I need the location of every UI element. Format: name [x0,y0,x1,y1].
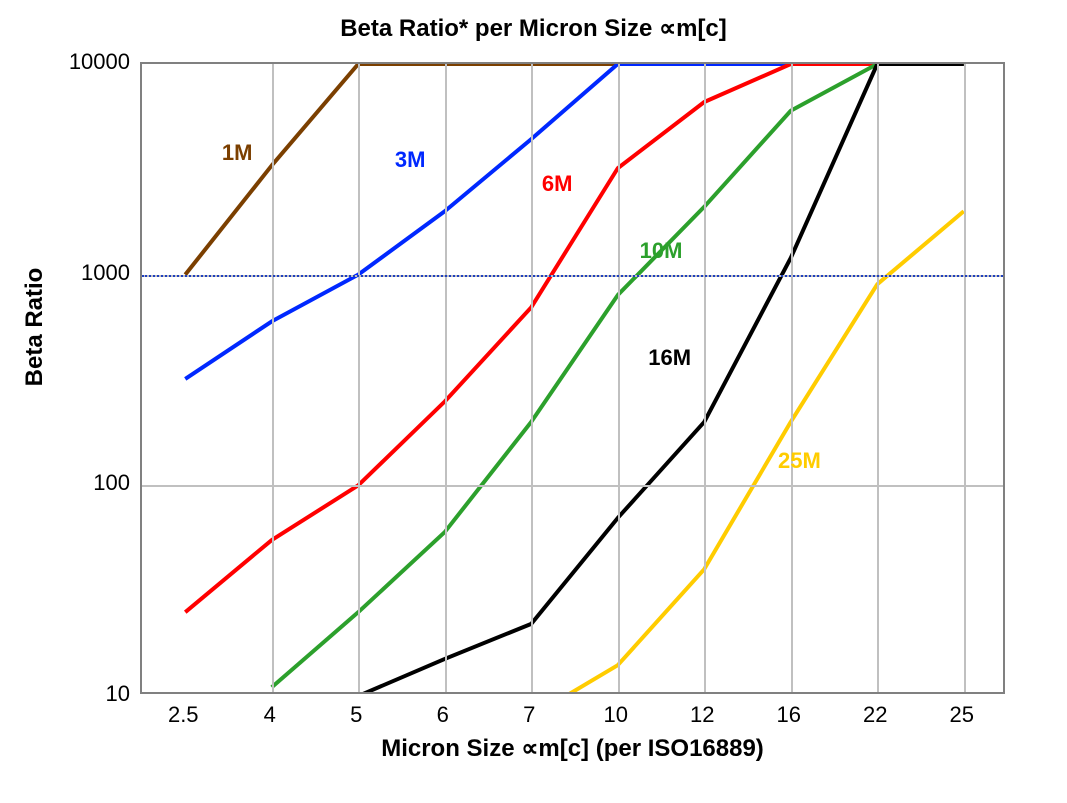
vgrid [964,64,966,692]
x-tick-label: 25 [950,702,974,728]
series-line-25M [566,211,964,692]
series-label-3M: 3M [395,147,426,173]
vgrid [531,64,533,692]
vgrid [618,64,620,692]
x-axis-label: Micron Size ∝m[c] (per ISO16889) [381,734,764,763]
series-label-10M: 10M [640,238,683,264]
y-tick-label: 100 [30,470,130,496]
plot-inner: 1M 3M 6M 10M 16M 25M [142,64,1003,692]
series-label-6M: 6M [542,171,573,197]
vgrid [877,64,879,692]
plot-area: 1M 3M 6M 10M 16M 25M [140,62,1005,694]
x-tick-label: 5 [350,702,362,728]
x-tick-label: 22 [863,702,887,728]
y-tick-label: 10000 [30,49,130,75]
x-tick-label: 10 [604,702,628,728]
series-label-16M: 16M [648,345,691,371]
y-tick-label: 1000 [30,260,130,286]
reference-line [142,275,1003,277]
series-line-6M [185,64,964,612]
y-axis-label: Beta Ratio [21,268,49,387]
vgrid [358,64,360,692]
beta-ratio-chart: Beta Ratio* per Micron Size ∝m[c] 1M3M6M… [0,0,1067,803]
x-tick-label: 12 [690,702,714,728]
chart-title: Beta Ratio* per Micron Size ∝m[c] [0,14,1067,43]
series-line-16M [358,64,964,692]
x-tick-label: 2.5 [168,702,199,728]
x-tick-label: 4 [264,702,276,728]
vgrid [704,64,706,692]
x-tick-label: 16 [777,702,801,728]
vgrid [445,64,447,692]
x-tick-label: 6 [437,702,449,728]
hgrid [142,485,1003,487]
y-tick-label: 10 [30,681,130,707]
vgrid [272,64,274,692]
series-label-1M: 1M [222,140,253,166]
series-line-1M [185,64,964,275]
vgrid [791,64,793,692]
x-tick-label: 7 [523,702,535,728]
series-label-25M: 25M [778,448,821,474]
